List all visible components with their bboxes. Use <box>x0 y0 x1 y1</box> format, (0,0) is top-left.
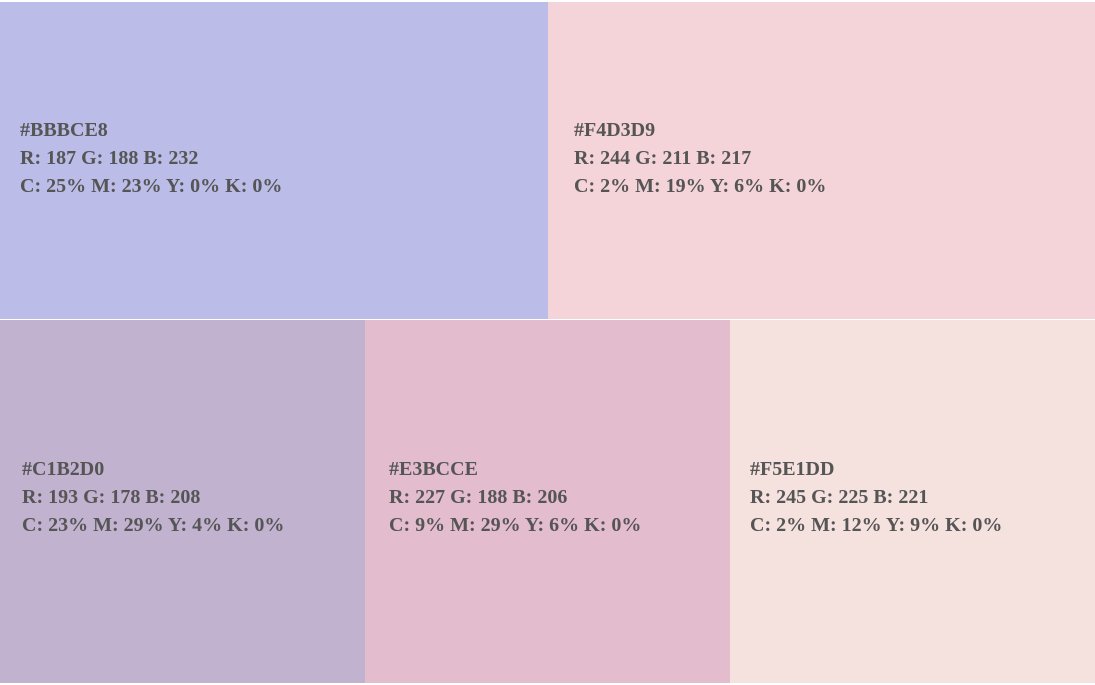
color-swatch-2: #F4D3D9 R: 244 G: 211 B: 217 C: 2% M: 19… <box>548 2 1095 319</box>
hex-code: #E3BCCE <box>389 458 478 480</box>
swatch-info: #BBBCE8 R: 187 G: 188 B: 232 C: 25% M: 2… <box>20 116 282 200</box>
color-swatch-5: #F5E1DD R: 245 G: 225 B: 221 C: 2% M: 12… <box>730 320 1095 683</box>
hex-code: #BBBCE8 <box>20 119 108 141</box>
rgb-values: R: 227 G: 188 B: 206 <box>389 486 568 508</box>
swatch-info: #F5E1DD R: 245 G: 225 B: 221 C: 2% M: 12… <box>750 455 1002 539</box>
hex-code: #F4D3D9 <box>574 119 656 141</box>
cmyk-values: C: 2% M: 12% Y: 9% K: 0% <box>750 514 1003 536</box>
hex-code: #C1B2D0 <box>22 458 105 480</box>
rgb-values: R: 187 G: 188 B: 232 <box>20 147 199 169</box>
swatch-info: #C1B2D0 R: 193 G: 178 B: 208 C: 23% M: 2… <box>22 455 284 539</box>
rgb-values: R: 244 G: 211 B: 217 <box>574 147 752 169</box>
swatch-info: #F4D3D9 R: 244 G: 211 B: 217 C: 2% M: 19… <box>574 116 826 200</box>
color-swatch-3: #C1B2D0 R: 193 G: 178 B: 208 C: 23% M: 2… <box>0 320 365 683</box>
hex-code: #F5E1DD <box>750 458 835 480</box>
color-swatch-1: #BBBCE8 R: 187 G: 188 B: 232 C: 25% M: 2… <box>0 2 548 319</box>
cmyk-values: C: 9% M: 29% Y: 6% K: 0% <box>389 514 642 536</box>
palette-row-bottom: #C1B2D0 R: 193 G: 178 B: 208 C: 23% M: 2… <box>0 320 1095 683</box>
rgb-values: R: 193 G: 178 B: 208 <box>22 486 201 508</box>
rgb-values: R: 245 G: 225 B: 221 <box>750 486 929 508</box>
cmyk-values: C: 25% M: 23% Y: 0% K: 0% <box>20 175 283 197</box>
palette-row-top: #BBBCE8 R: 187 G: 188 B: 232 C: 25% M: 2… <box>0 2 1095 319</box>
color-swatch-4: #E3BCCE R: 227 G: 188 B: 206 C: 9% M: 29… <box>365 320 730 683</box>
cmyk-values: C: 23% M: 29% Y: 4% K: 0% <box>22 514 285 536</box>
cmyk-values: C: 2% M: 19% Y: 6% K: 0% <box>574 175 827 197</box>
swatch-info: #E3BCCE R: 227 G: 188 B: 206 C: 9% M: 29… <box>389 455 641 539</box>
